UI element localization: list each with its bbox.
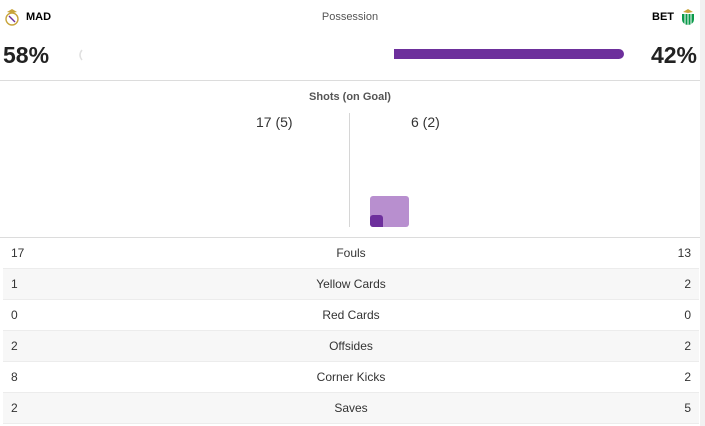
home-possession-bar (79, 49, 83, 61)
away-possession-bar (394, 49, 624, 59)
shots-title: Shots (on Goal) (309, 91, 391, 103)
stat-label: Yellow Cards (316, 277, 386, 291)
possession-title: Possession (321, 11, 379, 23)
real-betis-crest-icon (682, 9, 694, 25)
stat-row-saves: 2 Saves 5 (3, 393, 699, 424)
away-stat-value: 2 (684, 370, 691, 384)
stat-label: Fouls (336, 246, 366, 260)
vertical-scrollbar[interactable] (700, 0, 705, 426)
home-stat-value: 0 (11, 308, 18, 322)
home-stat-value: 17 (11, 246, 25, 260)
stats-table: 17 Fouls 13 1 Yellow Cards 2 0 Red Cards… (3, 238, 699, 424)
home-stat-value: 1 (11, 277, 18, 291)
stat-label: Red Cards (322, 308, 380, 322)
home-team[interactable]: MAD (4, 8, 51, 26)
away-stat-value: 2 (684, 277, 691, 291)
home-stat-value: 8 (11, 370, 18, 384)
away-team[interactable]: BET (652, 8, 696, 26)
shots-center-divider (349, 113, 350, 227)
home-team-abbr: MAD (26, 11, 52, 23)
away-shots-on-goal-box (370, 215, 383, 227)
away-stat-value: 13 (677, 246, 691, 260)
home-stat-value: 2 (11, 401, 18, 415)
home-possession-value: 58% (3, 42, 50, 68)
stat-row-corner-kicks: 8 Corner Kicks 2 (3, 362, 699, 393)
away-shots-value: 6 (2) (411, 114, 440, 130)
divider (0, 237, 700, 238)
stat-row-yellow-cards: 1 Yellow Cards 2 (3, 269, 699, 300)
away-team-abbr: BET (652, 11, 674, 23)
away-possession-value: 42% (650, 42, 697, 68)
away-stat-value: 0 (684, 308, 691, 322)
divider (0, 80, 700, 81)
home-shots-value: 17 (5) (256, 114, 293, 130)
stat-label: Corner Kicks (316, 370, 386, 384)
away-stat-value: 2 (684, 339, 691, 353)
stat-row-red-cards: 0 Red Cards 0 (3, 300, 699, 331)
real-madrid-crest-icon (5, 9, 19, 26)
stat-label: Saves (334, 401, 368, 415)
stat-row-offsides: 2 Offsides 2 (3, 331, 699, 362)
away-stat-value: 5 (684, 401, 691, 415)
stat-label: Offsides (329, 339, 373, 353)
stat-row-fouls: 17 Fouls 13 (3, 238, 699, 269)
home-stat-value: 2 (11, 339, 18, 353)
